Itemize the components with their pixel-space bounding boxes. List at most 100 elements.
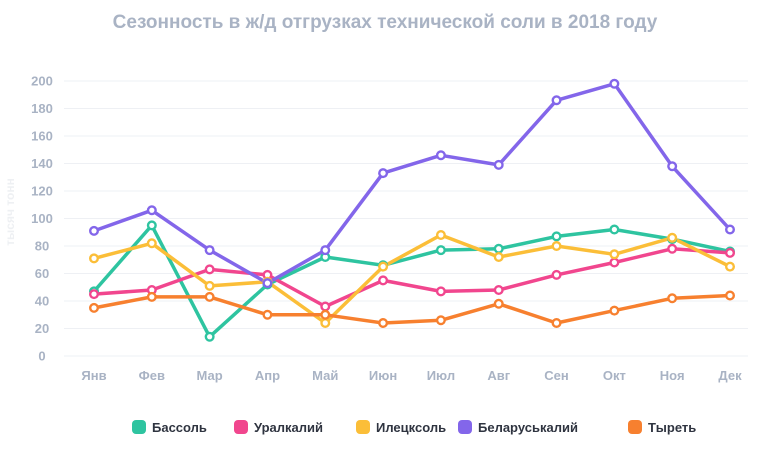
y-tick-label: 0 <box>38 349 45 364</box>
y-tick-label: 60 <box>35 266 49 281</box>
data-point-inner <box>727 250 733 256</box>
data-point <box>551 318 562 328</box>
x-tick-label: Июл <box>427 368 455 383</box>
data-point <box>435 315 446 326</box>
data-point <box>146 291 157 302</box>
data-point-inner <box>322 312 328 318</box>
data-point <box>262 278 273 289</box>
data-point-inner <box>322 254 328 260</box>
x-tick-label: Июн <box>369 368 397 383</box>
legend-label: Бассоль <box>152 420 207 435</box>
x-tick-label: Окт <box>603 368 626 383</box>
data-point <box>493 243 504 254</box>
y-tick-label: 160 <box>31 129 53 144</box>
series-markers <box>89 78 735 342</box>
data-point <box>493 285 504 295</box>
data-point <box>262 269 273 280</box>
y-tick-label: 40 <box>35 294 49 309</box>
data-point <box>609 78 620 89</box>
data-point <box>667 232 678 243</box>
data-point <box>89 253 99 264</box>
legend-swatch <box>628 420 642 434</box>
data-point <box>204 280 215 291</box>
data-point <box>551 241 562 251</box>
data-point <box>89 302 99 313</box>
data-point-inner <box>149 287 155 293</box>
data-point <box>320 309 331 320</box>
data-point <box>725 247 735 258</box>
data-point-inner <box>727 292 733 299</box>
data-point <box>493 159 504 170</box>
legend-item: Уралкалий <box>234 420 323 435</box>
legend-swatch <box>458 420 472 434</box>
data-point-inner <box>91 228 97 234</box>
data-point <box>378 168 389 179</box>
data-point <box>378 261 389 272</box>
series-line <box>92 293 732 325</box>
x-tick-label: Янв <box>81 368 106 383</box>
x-tick-label: Дек <box>718 368 742 383</box>
y-tick-label: 180 <box>31 101 53 116</box>
data-point-inner <box>207 294 213 300</box>
data-point-inner <box>496 246 502 252</box>
data-point <box>146 220 157 231</box>
data-point-inner <box>611 259 617 266</box>
series-lines <box>92 82 732 339</box>
data-point <box>493 252 504 262</box>
data-point-inner <box>438 288 444 294</box>
y-tick-label: 100 <box>31 211 53 226</box>
data-point <box>146 238 157 249</box>
data-point <box>435 150 446 161</box>
data-point-inner <box>380 264 386 270</box>
data-point <box>493 298 504 309</box>
data-point <box>667 161 678 172</box>
data-point <box>609 224 620 235</box>
y-tick-label: 200 <box>31 74 53 89</box>
x-tick-label: Май <box>312 368 338 383</box>
legend-swatch <box>132 420 146 434</box>
data-point-inner <box>727 264 733 270</box>
data-point <box>725 261 735 272</box>
data-point-inner <box>322 303 328 310</box>
legend-item: Тыреть <box>628 420 696 435</box>
data-point-inner <box>611 251 617 257</box>
data-point-inner <box>669 295 675 301</box>
data-point <box>435 245 446 256</box>
data-point <box>725 224 735 235</box>
data-point-inner <box>207 283 213 289</box>
legend-item: Беларуськалий <box>458 420 578 435</box>
data-point-inner <box>438 317 444 323</box>
x-tick-label: Сен <box>544 368 568 383</box>
data-point-inner <box>380 320 386 326</box>
data-point-inner <box>496 287 502 293</box>
data-point-inner <box>264 272 271 278</box>
data-point-inner <box>496 254 502 260</box>
data-point-inner <box>380 170 386 176</box>
data-point-inner <box>380 277 386 283</box>
series-line <box>92 233 732 325</box>
data-point-inner <box>149 207 155 213</box>
data-point-inner <box>553 320 560 326</box>
data-point-inner <box>669 246 675 252</box>
legend-label: Уралкалий <box>254 420 323 435</box>
data-point-inner <box>611 226 617 233</box>
data-point-inner <box>611 81 617 87</box>
data-point-inner <box>149 294 155 300</box>
series-line <box>92 247 732 309</box>
series-line <box>92 82 732 285</box>
data-point-inner <box>553 243 560 249</box>
data-point-inner <box>438 232 444 238</box>
data-point-inner <box>207 266 213 272</box>
data-point-inner <box>322 247 328 253</box>
x-tick-label: Авг <box>487 368 510 383</box>
data-point-inner <box>207 247 213 253</box>
y-tick-label: 120 <box>31 184 53 199</box>
data-point <box>146 205 157 216</box>
data-point <box>262 309 273 320</box>
data-point-inner <box>91 291 97 297</box>
legend-swatch <box>234 420 248 434</box>
data-point <box>667 243 678 254</box>
legend: Бассоль Уралкалий Илецксоль Беларуськалий Ты… <box>132 420 696 435</box>
legend-item: Бассоль <box>132 420 207 435</box>
